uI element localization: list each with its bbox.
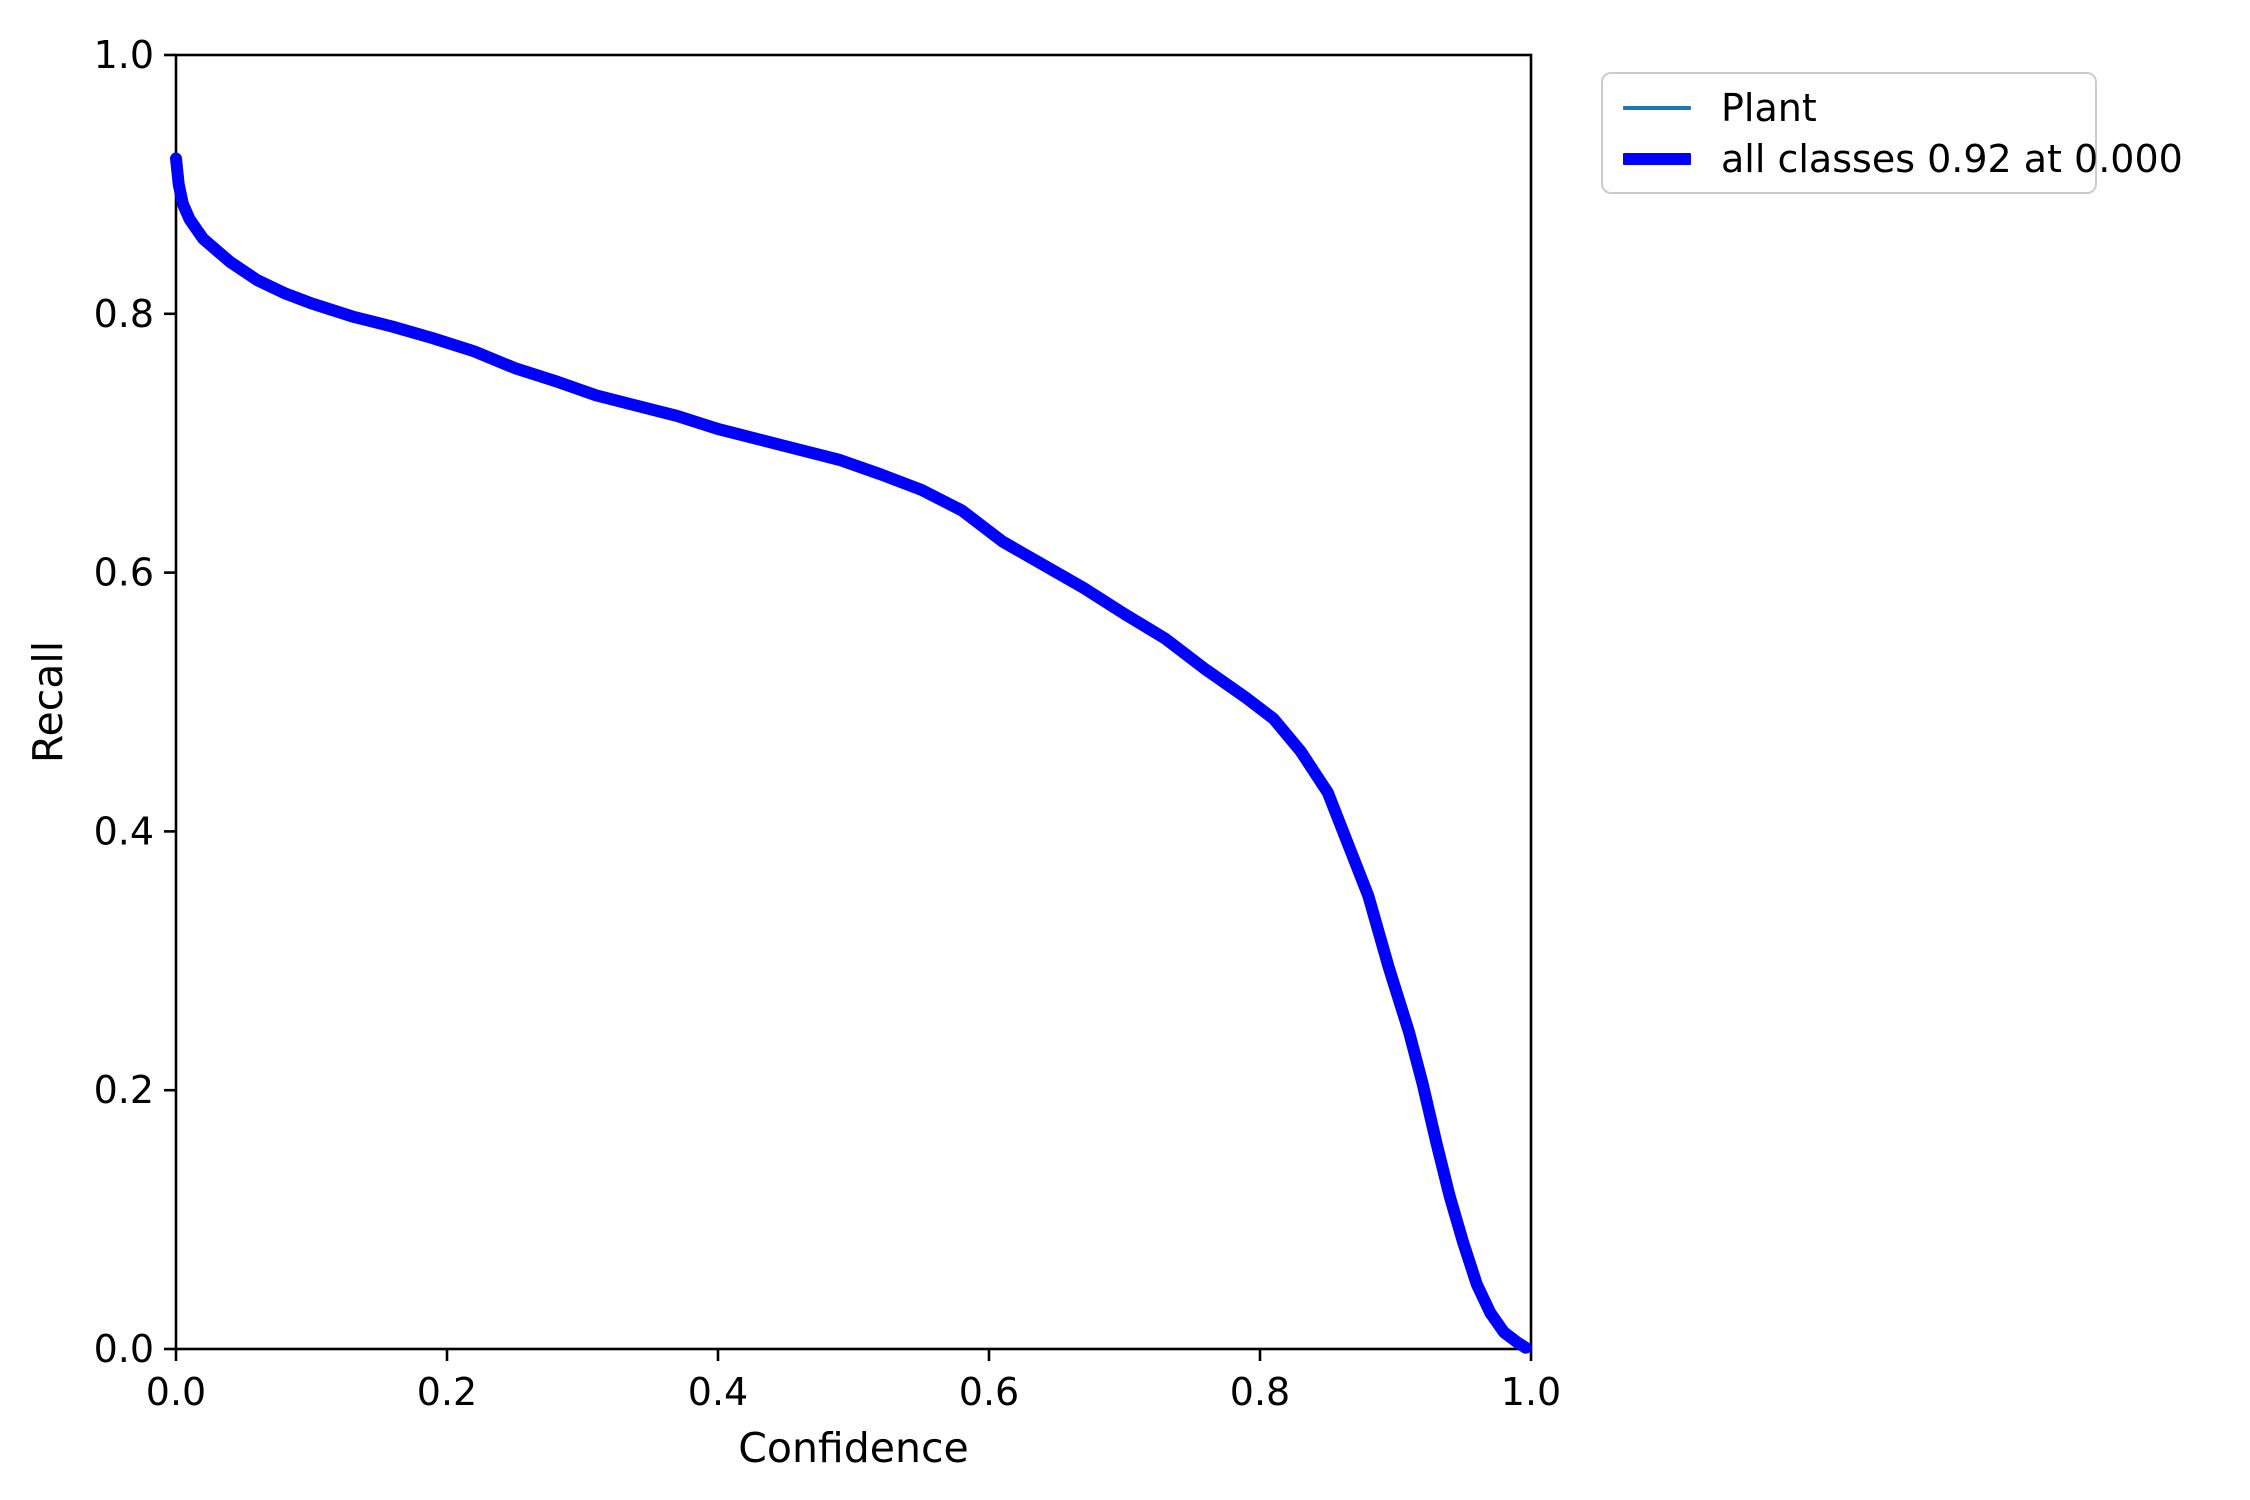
x-tick-label: 0.6 [959, 1370, 1019, 1414]
series-line-plant [174, 156, 1528, 1350]
axes-frame [174, 53, 1533, 1351]
y-tick-label: 0.0 [94, 1327, 154, 1371]
legend-line-all-classes-icon [1623, 152, 1691, 165]
y-tick-label: 1.0 [94, 33, 154, 77]
y-tick-label: 0.2 [94, 1068, 154, 1112]
x-axis-label: Confidence [738, 1424, 969, 1472]
x-tick-label: 0.4 [688, 1370, 748, 1414]
legend-item-all-classes: all classes 0.92 at 0.000 [1603, 140, 2183, 178]
legend-item-plant: Plant [1603, 89, 2095, 127]
y-axis-label: Recall [24, 641, 72, 763]
legend-label-plant: Plant [1721, 85, 1817, 130]
y-tick-label: 0.6 [94, 551, 154, 595]
series-line-all-classes [170, 152, 1532, 1354]
x-tick-label: 0.0 [146, 1370, 206, 1414]
x-tick-label: 0.8 [1230, 1370, 1290, 1414]
legend: Plant all classes 0.92 at 0.000 [1601, 72, 2183, 194]
legend-line-plant-icon [1623, 105, 1691, 110]
legend-label-all-classes: all classes 0.92 at 0.000 [1721, 136, 2183, 181]
y-tick-label: 0.4 [94, 809, 154, 853]
x-tick-label: 1.0 [1501, 1370, 1561, 1414]
x-tick-label: 0.2 [417, 1370, 477, 1414]
y-tick-label: 0.8 [94, 292, 154, 336]
